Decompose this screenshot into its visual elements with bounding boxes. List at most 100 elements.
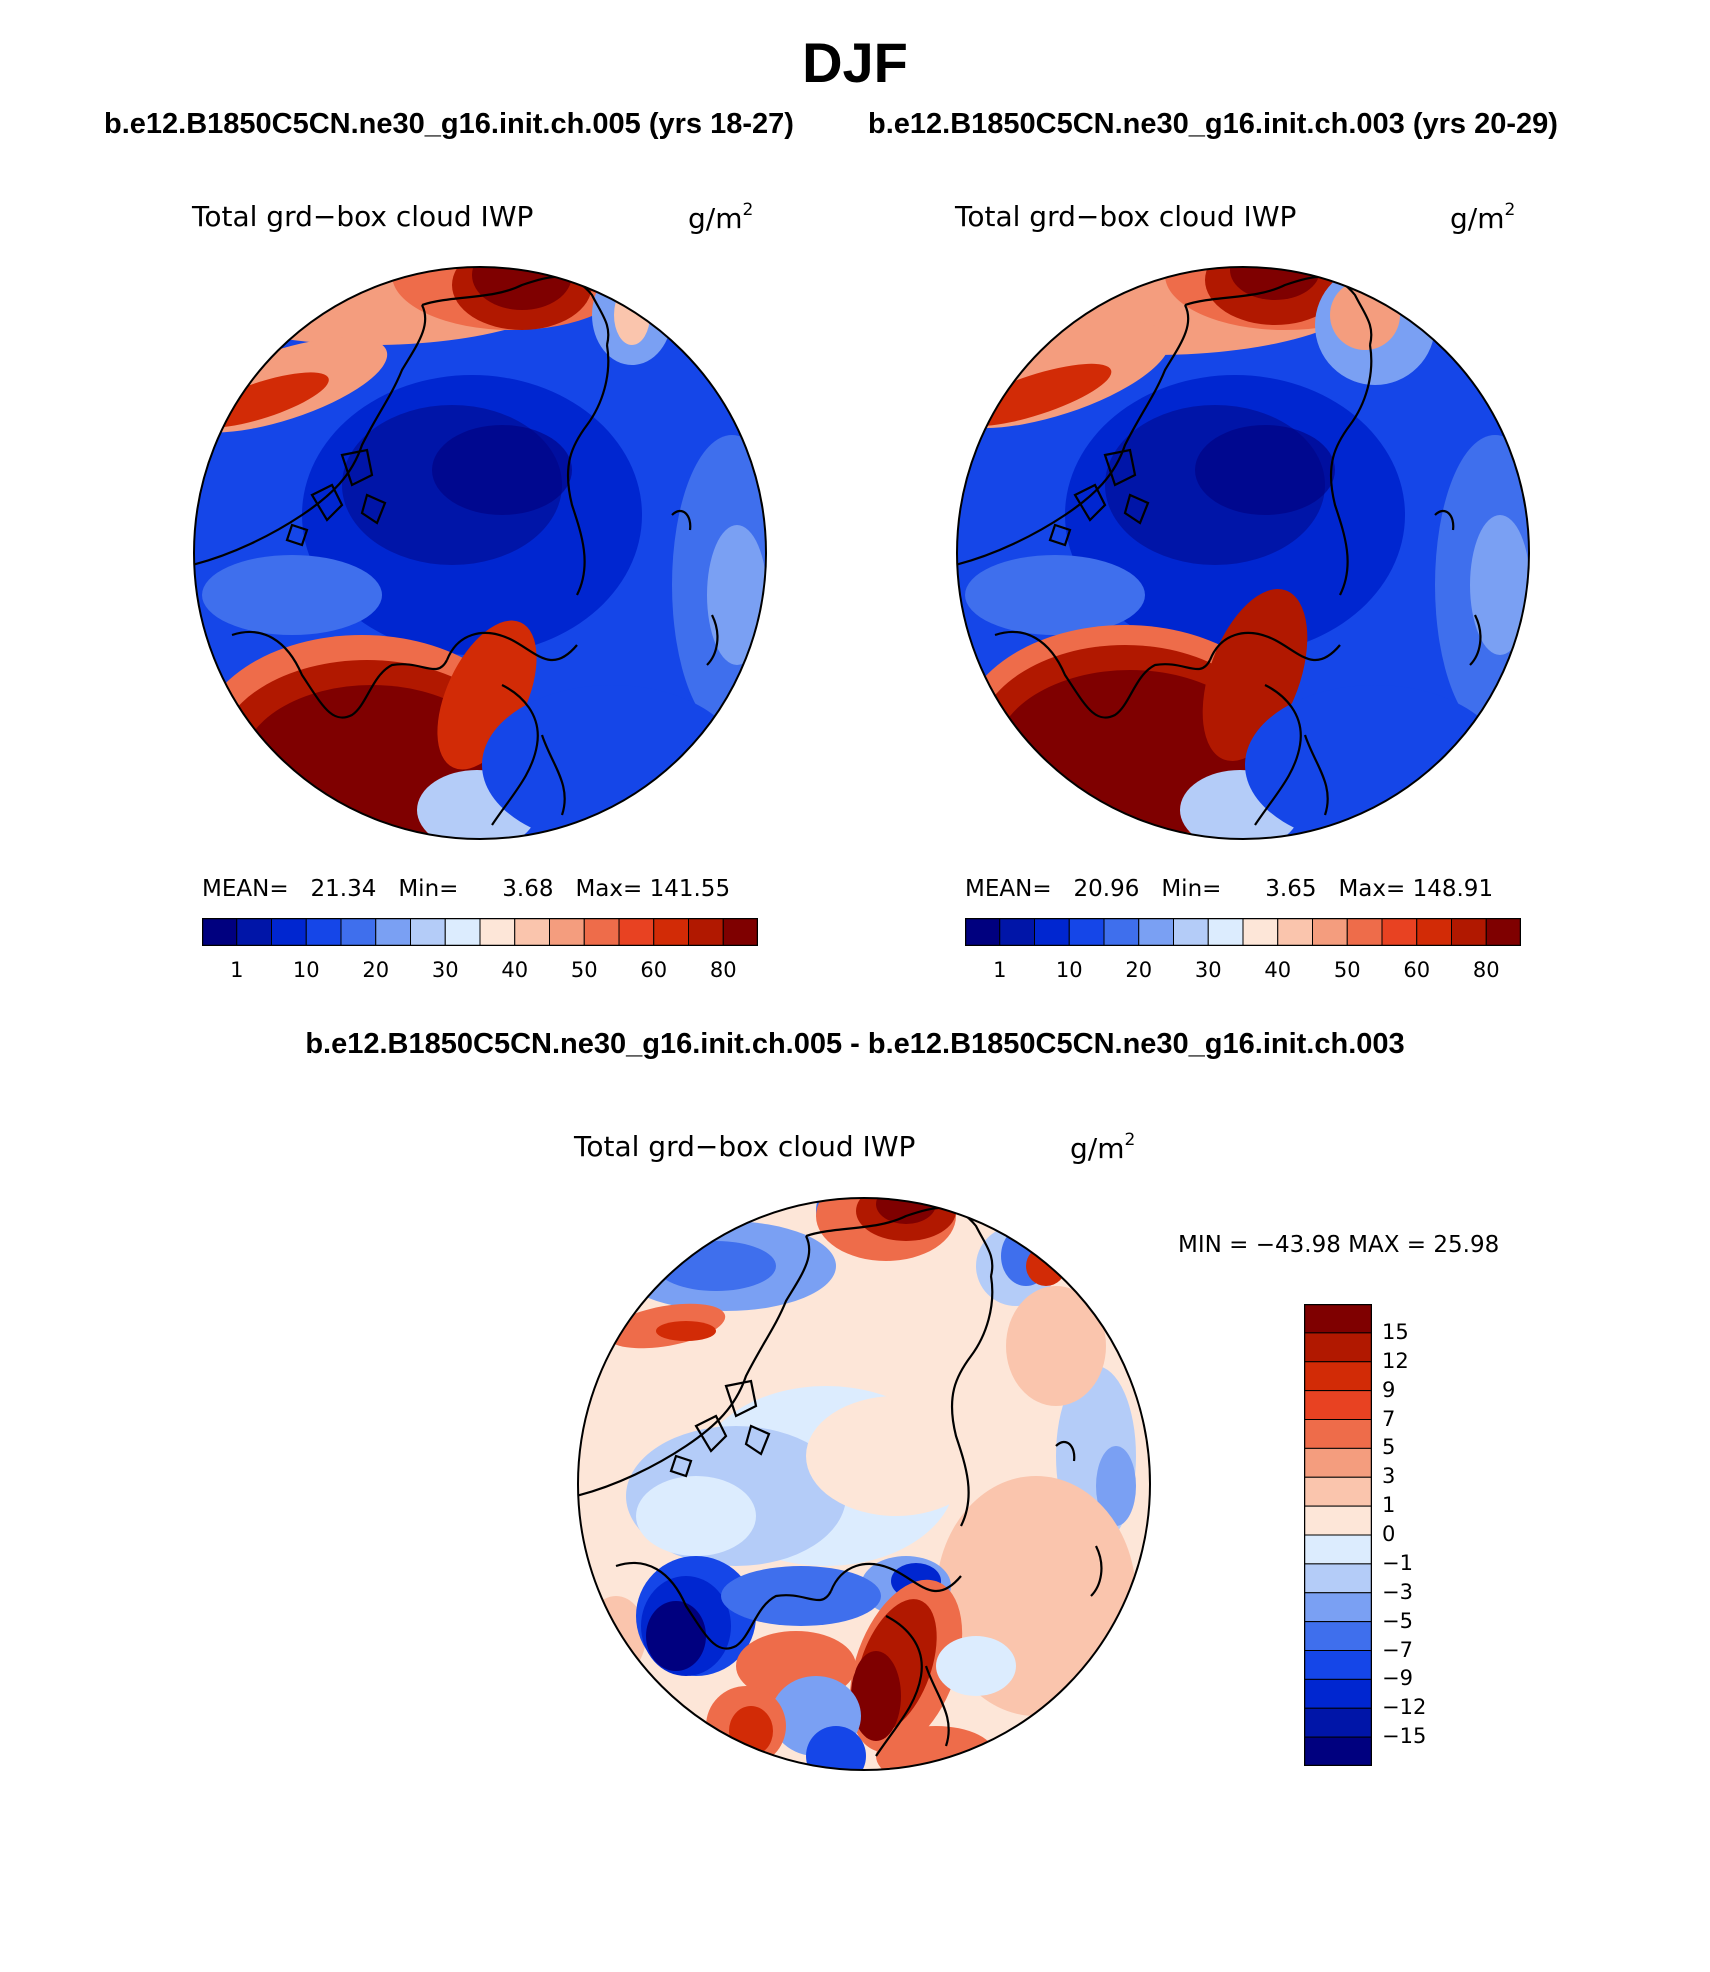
difference-colorbar-box	[1304, 1419, 1372, 1449]
panel2-colorbar-tick-label: 10	[1055, 958, 1083, 982]
panel2-colorbar	[965, 918, 1521, 946]
difference-colorbar-box	[1304, 1678, 1372, 1709]
difference-colorbar-box	[1304, 1707, 1372, 1738]
panel2-colorbar-ticks: 1 10 20 30 40 50 60 80	[965, 958, 1521, 988]
panel1-colorbar-box	[618, 918, 655, 946]
difference-colorbar-tick-label: 0	[1382, 1522, 1396, 1546]
panel1-colorbar-box	[549, 918, 585, 946]
panel2-colorbar-tick-label: 50	[1333, 958, 1361, 982]
panel1-colorbar-box	[375, 918, 411, 946]
panel1-variable: Total grd−box cloud IWP	[192, 200, 534, 233]
panel1-colorbar-box	[444, 918, 481, 946]
panel1-colorbar-box	[340, 918, 377, 946]
difference-colorbar-box	[1304, 1621, 1372, 1651]
panel1-colorbar-ticks: 1 10 20 30 40 50 60 80	[202, 958, 758, 988]
difference-colorbar-tick-label: −5	[1382, 1608, 1413, 1633]
panel1-colorbar-box	[722, 918, 758, 946]
difference-stats: MIN = −43.98 MAX = 25.98	[1178, 1232, 1500, 1258]
panel1-colorbar-box	[479, 918, 516, 946]
difference-colorbar-box	[1304, 1332, 1372, 1363]
panel2-colorbar-tick-label: 1	[993, 958, 1007, 982]
panel2-colorbar-tick-label: 60	[1403, 958, 1431, 982]
panel1-colorbar-box	[514, 918, 550, 946]
panel1-units: g/m2	[688, 200, 754, 235]
panel2-colorbar-box	[1312, 918, 1348, 946]
difference-colorbar	[1304, 1304, 1372, 1766]
panel2-colorbar-box	[1277, 918, 1313, 946]
difference-colorbar-box	[1304, 1534, 1372, 1565]
panel2-colorbar-tick-label: 30	[1194, 958, 1222, 982]
panel2-colorbar-box	[1485, 918, 1521, 946]
difference-colorbar-box	[1304, 1476, 1372, 1507]
difference-colorbar-tick-label: 7	[1382, 1406, 1396, 1431]
difference-colorbar-box	[1304, 1447, 1372, 1478]
difference-colorbar-tick-label: −3	[1382, 1579, 1413, 1604]
panel1-colorbar-box	[236, 918, 272, 946]
difference-colorbar-box	[1304, 1505, 1372, 1536]
difference-colorbar-tick-label: 15	[1382, 1319, 1409, 1344]
difference-colorbar-tick-label: −7	[1382, 1637, 1413, 1662]
difference-polar-map	[577, 1197, 1151, 1771]
difference-colorbar-box	[1304, 1390, 1372, 1420]
panel2-colorbar-box	[999, 918, 1035, 946]
panel1-colorbar-tick-label: 1	[230, 958, 244, 982]
panel2-colorbar-box	[1451, 918, 1487, 946]
panel2-colorbar-box	[1034, 918, 1070, 946]
panel1-colorbar-tick-label: 50	[570, 958, 598, 982]
panel2-stats: MEAN= 20.96 Min= 3.65 Max= 148.91	[965, 876, 1494, 902]
difference-colorbar-box	[1304, 1563, 1372, 1594]
panel2-colorbar-box	[1068, 918, 1105, 946]
panel2-colorbar-box	[1381, 918, 1418, 946]
panel1-colorbar-box	[271, 918, 307, 946]
season-title: DJF	[802, 31, 908, 94]
panel2-colorbar-box	[1346, 918, 1383, 946]
panel1-colorbar-box	[305, 918, 342, 946]
difference-colorbar-tick-label: 12	[1382, 1348, 1409, 1373]
panel2-colorbar-box	[1103, 918, 1140, 946]
panel2-colorbar-box	[965, 918, 1001, 946]
panel2-colorbar-box	[1242, 918, 1279, 946]
panel2-colorbar-tick-label: 20	[1125, 958, 1153, 982]
panel2-colorbar-box	[1416, 918, 1452, 946]
panel3-units: g/m2	[1070, 1130, 1136, 1165]
difference-colorbar-tick-label: −1	[1382, 1550, 1413, 1575]
panel2-colorbar-tick-label: 80	[1472, 958, 1500, 982]
difference-colorbar-tick-label: −15	[1382, 1724, 1427, 1749]
difference-colorbar-box	[1304, 1736, 1372, 1766]
panel1-colorbar-box	[410, 918, 446, 946]
panel1-colorbar	[202, 918, 758, 946]
panel1-colorbar-tick-label: 40	[501, 958, 529, 982]
panel2-colorbar-box	[1207, 918, 1244, 946]
panel2-variable: Total grd−box cloud IWP	[955, 200, 1297, 233]
difference-colorbar-box	[1304, 1361, 1372, 1392]
panel1-colorbar-box	[653, 918, 689, 946]
case-title-left: b.e12.B1850C5CN.ne30_g16.init.ch.005 (yr…	[104, 108, 794, 140]
panel1-colorbar-box	[688, 918, 724, 946]
difference-colorbar-tick-label: 1	[1382, 1493, 1396, 1518]
panel3-variable: Total grd−box cloud IWP	[574, 1130, 916, 1163]
panel1-colorbar-tick-label: 80	[709, 958, 737, 982]
panel1-polar-map	[193, 266, 767, 840]
difference-colorbar-box	[1304, 1304, 1372, 1334]
panel1-colorbar-box	[202, 918, 238, 946]
difference-title: b.e12.B1850C5CN.ne30_g16.init.ch.005 - b…	[305, 1028, 1405, 1060]
panel2-units: g/m2	[1450, 200, 1516, 235]
panel1-stats: MEAN= 21.34 Min= 3.68 Max= 141.55	[202, 876, 731, 902]
difference-colorbar-tick-label: −9	[1382, 1666, 1413, 1691]
panel1-colorbar-tick-label: 60	[640, 958, 668, 982]
panel1-colorbar-tick-label: 30	[431, 958, 459, 982]
difference-colorbar-tick-label: 3	[1382, 1464, 1396, 1489]
difference-colorbar-ticks: 15 12 9 7 5 3 1 0 −1 −3 −5 −7 −9 −12 −15	[1382, 1304, 1502, 1766]
difference-colorbar-box	[1304, 1650, 1372, 1680]
panel2-colorbar-box	[1173, 918, 1209, 946]
difference-colorbar-box	[1304, 1592, 1372, 1623]
difference-colorbar-tick-label: 9	[1382, 1377, 1396, 1402]
case-title-right: b.e12.B1850C5CN.ne30_g16.init.ch.003 (yr…	[868, 108, 1558, 140]
panel2-polar-map	[956, 266, 1530, 840]
difference-colorbar-tick-label: 5	[1382, 1435, 1396, 1460]
panel1-colorbar-tick-label: 10	[292, 958, 320, 982]
panel1-colorbar-box	[583, 918, 620, 946]
difference-colorbar-tick-label: −12	[1382, 1695, 1427, 1720]
panel2-colorbar-box	[1138, 918, 1174, 946]
panel1-colorbar-tick-label: 20	[362, 958, 390, 982]
